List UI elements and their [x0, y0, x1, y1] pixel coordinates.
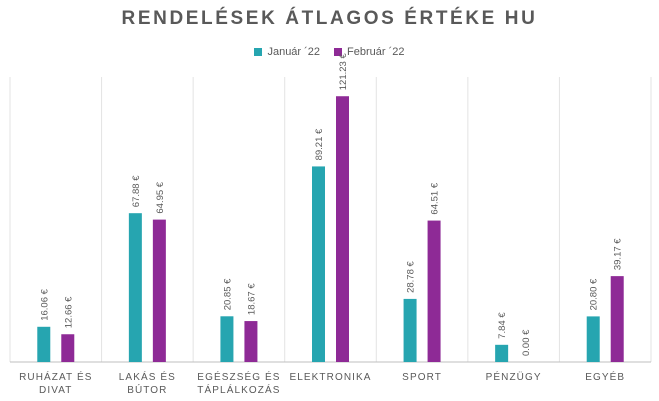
bar-feb-1[interactable]	[152, 219, 166, 362]
category-label-4-0: SPORT	[402, 372, 442, 383]
bar-feb-4[interactable]	[427, 220, 441, 362]
bar-feb-6[interactable]	[610, 276, 624, 362]
data-label-jan-4: 28.78 €	[406, 260, 417, 292]
data-label-jan-2: 20.85 €	[222, 278, 233, 310]
data-label-feb-3: 121.23 €	[338, 53, 349, 91]
category-label-2-0: EGÉSZSÉG ÉS	[197, 370, 280, 383]
bar-jan-5[interactable]	[495, 344, 509, 362]
legend-swatch-jan	[254, 48, 263, 56]
data-label-feb-5: 0.00 €	[521, 329, 532, 356]
bar-feb-0[interactable]	[61, 334, 75, 362]
category-label-6-0: EGYÉB	[585, 370, 625, 383]
legend-label-feb: Február ´22	[347, 46, 405, 58]
data-label-feb-4: 64.51 €	[430, 182, 441, 214]
data-label-feb-2: 18.67 €	[246, 283, 257, 315]
category-label-3-0: ELEKTRONIKA	[289, 372, 371, 383]
bar-jan-0[interactable]	[37, 326, 51, 362]
category-label-1-1: BÚTOR	[127, 383, 167, 396]
data-label-feb-0: 12.66 €	[63, 296, 74, 328]
category-label-0-0: RUHÁZAT ÉS	[19, 370, 92, 383]
legend-item-jan[interactable]: Január ´22	[254, 46, 320, 58]
bar-jan-2[interactable]	[220, 316, 234, 362]
data-label-feb-6: 39.17 €	[613, 238, 624, 270]
bar-jan-1[interactable]	[128, 213, 142, 362]
data-label-jan-5: 7.84 €	[497, 312, 508, 339]
legend: Január ´22 Február ´22	[0, 46, 659, 58]
legend-swatch-feb	[334, 48, 343, 56]
legend-item-feb[interactable]: Február ´22	[334, 46, 405, 58]
bar-jan-4[interactable]	[403, 298, 417, 362]
bar-feb-3[interactable]	[336, 96, 349, 363]
chart-title: RENDELÉSEK ÁTLAGOS ÉRTÉKE HU	[121, 8, 538, 29]
legend-label-jan: Január ´22	[267, 46, 321, 58]
data-label-jan-1: 67.88 €	[131, 175, 142, 207]
category-label-5-0: PÉNZÜGY	[486, 370, 542, 383]
data-label-jan-3: 89.21 €	[314, 128, 325, 160]
data-label-jan-6: 20.80 €	[589, 278, 600, 310]
bar-jan-6[interactable]	[586, 316, 600, 362]
category-label-0-1: DIVAT	[39, 385, 72, 396]
data-label-feb-1: 64.95 €	[155, 181, 166, 213]
bar-feb-2[interactable]	[244, 321, 258, 362]
category-label-2-1: TÁPLÁLKOZÁS	[197, 383, 280, 396]
bar-jan-3[interactable]	[312, 166, 325, 362]
category-label-1-0: LAKÁS ÉS	[119, 370, 176, 383]
data-label-jan-0: 16.06 €	[39, 288, 50, 320]
